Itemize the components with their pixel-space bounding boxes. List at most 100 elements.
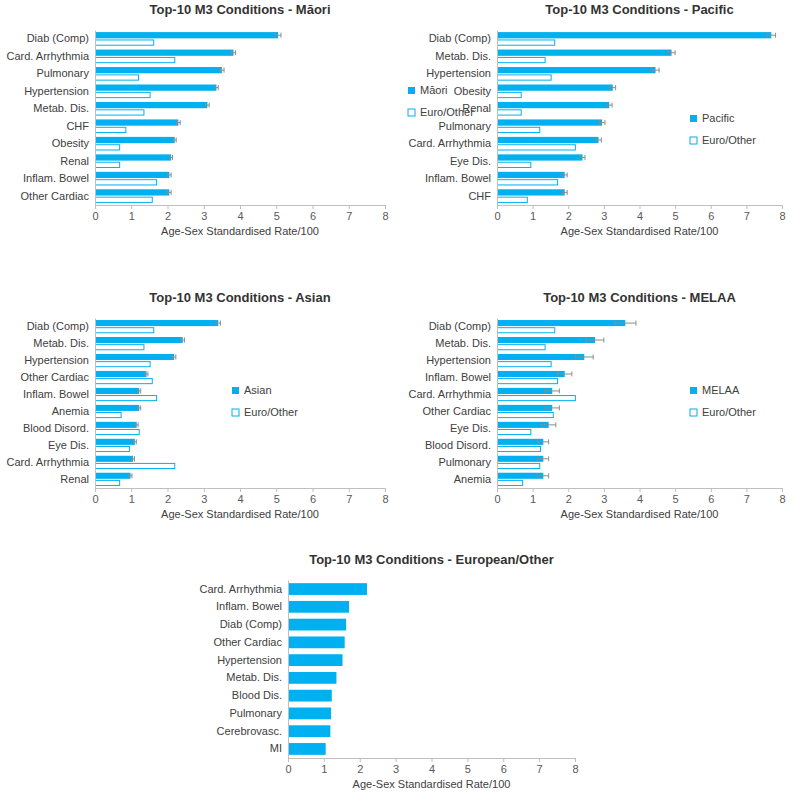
x-tick: 8 [779, 488, 785, 505]
x-tick-mark [168, 205, 169, 209]
y-tick: Metab. Dis. [33, 102, 89, 114]
x-tick-mark [131, 205, 132, 209]
y-axis-line [288, 581, 289, 759]
x-axis-title: Age-Sex Standardised Rate/100 [561, 225, 719, 237]
x-tick: 6 [501, 758, 507, 775]
bar [95, 446, 129, 451]
category-label: Metab. Dis. [435, 50, 491, 62]
category-label: Obesity [454, 85, 492, 97]
x-tick-label: 6 [501, 763, 507, 775]
x-tick-label: 8 [572, 763, 578, 775]
bar [497, 413, 553, 418]
x-tick: 0 [494, 205, 500, 222]
y-axis: Diab (Comp)Metab. Dis.HypertensionOther … [6, 319, 95, 489]
x-tick-label: 4 [237, 210, 243, 222]
legend-label: Euro/Other [702, 406, 756, 418]
x-tick: 6 [310, 488, 316, 505]
x-tick-label: 8 [779, 493, 785, 505]
y-tick: Eye Dis. [48, 439, 89, 451]
y-tick: Diab (Comp) [220, 618, 282, 630]
x-axis: 012345678 [92, 488, 388, 505]
category-label: Inflam. Bowel [216, 600, 282, 612]
x-axis-line [96, 489, 386, 493]
bar [95, 110, 144, 115]
error-bar [145, 371, 148, 376]
bar [497, 102, 609, 108]
bar [95, 145, 120, 150]
x-tick: 8 [382, 488, 388, 505]
error-bar [586, 338, 604, 343]
x-tick: 0 [92, 488, 98, 505]
x-tick-label: 6 [310, 493, 316, 505]
error-bar [215, 85, 219, 90]
x-tick-label: 7 [744, 493, 750, 505]
bar [95, 137, 175, 143]
x-tick: 5 [673, 488, 679, 505]
x-tick-mark [604, 205, 605, 209]
bar [497, 388, 552, 394]
bar [95, 75, 139, 80]
error-bar [168, 190, 172, 195]
error-bar [610, 85, 616, 90]
x-tick: 3 [601, 205, 607, 222]
x-tick-mark [240, 205, 241, 209]
x-tick-label: 3 [601, 210, 607, 222]
error-bar [132, 456, 135, 461]
legend-label: Asian [244, 384, 272, 396]
x-tick-label: 6 [310, 210, 316, 222]
x-tick: 4 [429, 758, 435, 775]
x-tick-mark [396, 758, 397, 762]
category-label: Cerebrovasc. [217, 725, 282, 737]
bar [95, 197, 152, 202]
category-label: Eye Dis. [450, 422, 491, 434]
error-bar [170, 155, 173, 160]
x-axis-title: Age-Sex Standardised Rate/100 [161, 225, 319, 237]
bar [497, 446, 540, 451]
category-label: Diab (Comp) [27, 32, 89, 44]
category-label: Blood Disord. [425, 439, 491, 451]
bar [497, 405, 552, 411]
y-tick: Blood Disord. [425, 439, 491, 451]
x-tick-label: 0 [92, 210, 98, 222]
bar [95, 337, 183, 343]
error-bar [538, 456, 549, 461]
y-tick: Hypertension [24, 85, 89, 97]
category-label: Inflam. Bowel [23, 388, 89, 400]
bar [95, 154, 171, 160]
category-label: Pulmonary [438, 120, 491, 132]
y-tick: Hypertension [24, 354, 89, 366]
x-tick-label: 3 [393, 763, 399, 775]
x-tick-mark [575, 758, 576, 762]
error-bar [275, 33, 281, 38]
y-tick: Card. Arrhythmia [6, 456, 89, 468]
error-bar [575, 355, 593, 360]
bar [95, 396, 157, 401]
bar [95, 388, 139, 394]
bar [497, 154, 583, 160]
category-label: Other Cardiac [423, 405, 492, 417]
x-tick-mark [503, 758, 504, 762]
y-tick: Obesity [52, 137, 90, 149]
x-tick: 8 [572, 758, 578, 775]
bar [497, 67, 656, 73]
chart-title: Top-10 M3 Conditions - Māori [149, 2, 330, 17]
bar [497, 40, 555, 45]
x-tick-mark [204, 205, 205, 209]
x-tick-label: 5 [673, 493, 679, 505]
plot-marks [95, 320, 220, 485]
y-tick: Inflam. Bowel [216, 600, 282, 612]
error-bar [177, 120, 181, 125]
x-tick-label: 8 [382, 493, 388, 505]
x-tick-label: 2 [165, 210, 171, 222]
x-tick-mark [131, 488, 132, 492]
x-tick-mark [746, 205, 747, 209]
x-tick: 1 [129, 488, 135, 505]
chart-title: Top-10 M3 Conditions - European/Other [309, 552, 554, 567]
x-tick: 7 [744, 205, 750, 222]
x-axis: 012345678 [494, 488, 785, 505]
x-tick-label: 3 [201, 493, 207, 505]
bar [497, 189, 565, 195]
y-tick: CHF [66, 120, 89, 132]
x-tick-mark [385, 205, 386, 209]
error-bar [580, 155, 585, 160]
